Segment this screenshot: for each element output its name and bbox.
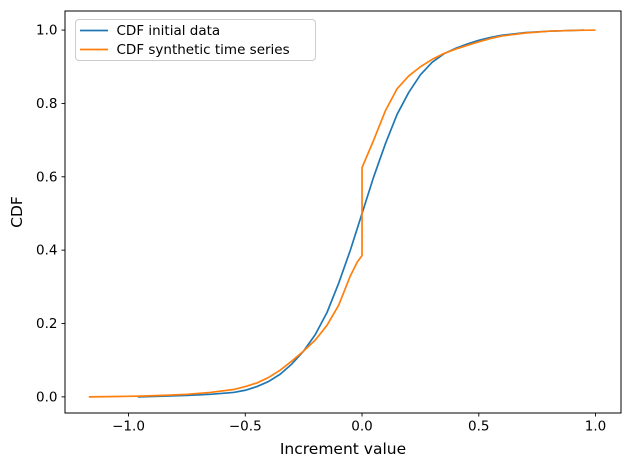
y-axis-label: CDF [8,196,26,228]
axis-ticks: −1.0 −0.5 0.0 0.5 1.0 0.0 0.2 0.4 0.6 0.8 1.0 [36,23,606,435]
x-tick-label: 1.0 [585,419,606,435]
x-tick-label: 0.5 [468,419,489,435]
legend-label-synthetic-series: CDF synthetic time series [117,42,290,58]
legend-box [75,19,316,61]
y-tick-label: 0.0 [36,389,57,405]
y-tick-label: 0.6 [36,169,57,185]
x-tick-label: −0.5 [229,419,262,435]
legend: CDF initial data CDF synthetic time seri… [75,19,316,61]
series-lines [88,29,596,398]
y-tick-label: 1.0 [36,23,57,39]
y-tick-label: 0.4 [36,243,57,259]
legend-label-initial-data: CDF initial data [117,23,221,39]
y-tick-label: 0.2 [36,316,57,332]
x-tick-label: −1.0 [112,419,145,435]
series-line-cdf-synthetic-time-series [88,29,596,398]
x-axis-label: Increment value [280,440,406,458]
axes-frame [64,10,622,414]
y-tick-label: 0.8 [36,96,57,112]
plot-area [65,11,621,413]
series-line-cdf-initial-data [137,29,584,398]
x-tick-label: 0.0 [351,419,372,435]
